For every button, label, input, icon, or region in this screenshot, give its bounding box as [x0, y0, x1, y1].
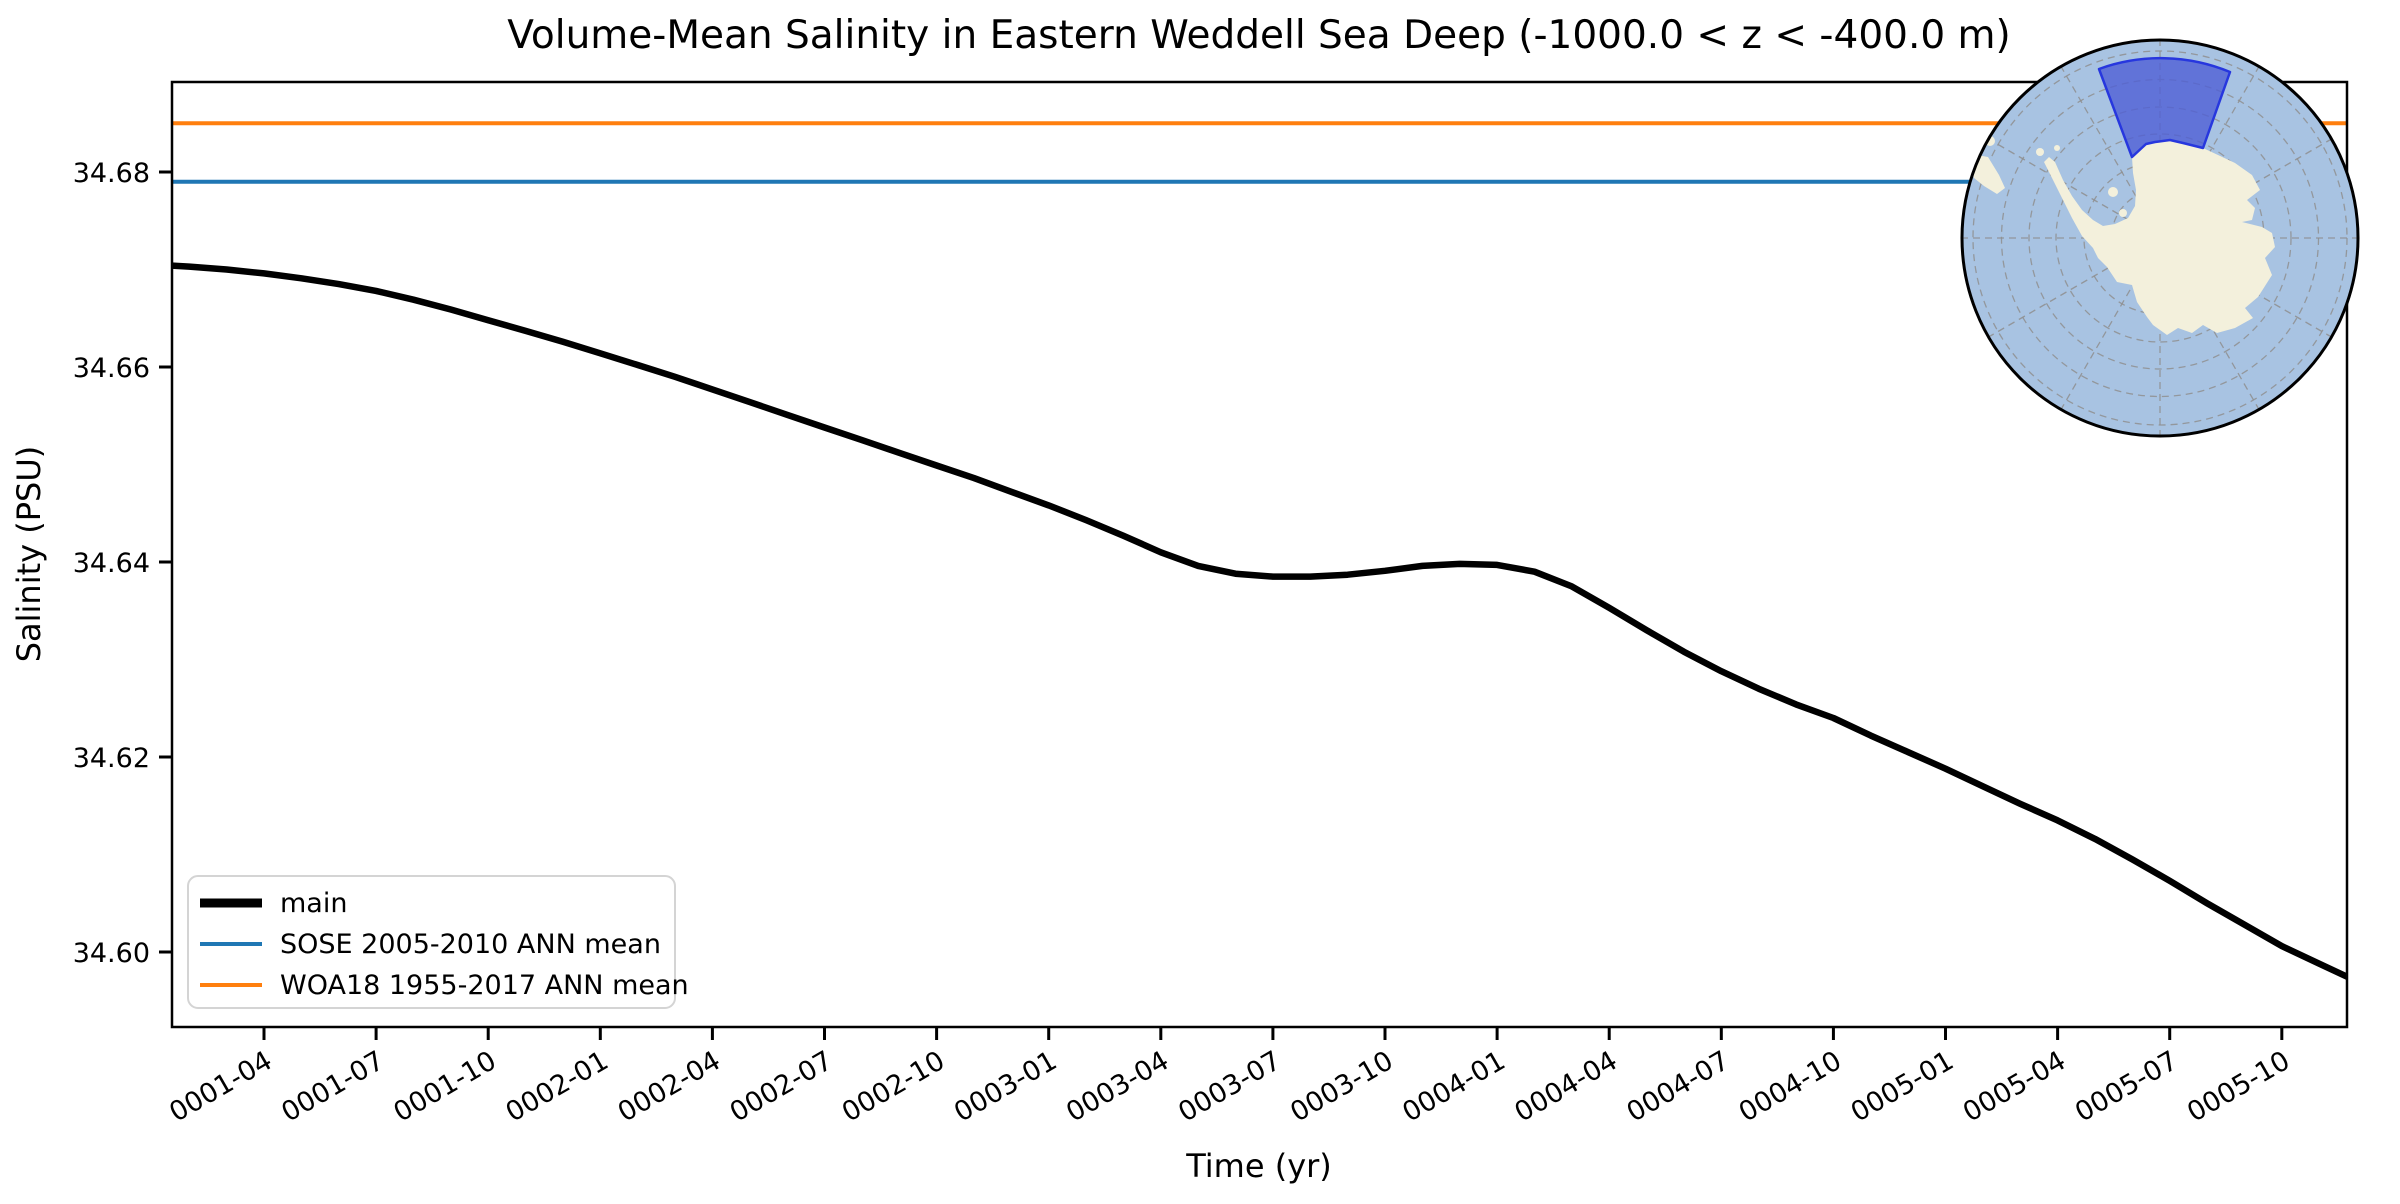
south-america-tip [1970, 155, 2005, 194]
x-tick-label: 0004-07 [1622, 1045, 1735, 1128]
x-tick-label: 0003-04 [1061, 1045, 1174, 1128]
graticule-meridian [2060, 66, 2161, 239]
x-tick-label: 0005-01 [1846, 1045, 1959, 1128]
highlight-region-wedge [2097, 56, 2232, 159]
x-tick-label: 0003-01 [949, 1045, 1062, 1128]
island [2054, 145, 2060, 151]
x-tick-label: 0002-01 [501, 1045, 614, 1128]
chart-title: Volume-Mean Salinity in Eastern Weddell … [507, 13, 2011, 58]
x-tick-label: 0004-04 [1510, 1045, 1623, 1128]
y-axis: 34.60 34.62 34.64 34.66 34.68 [73, 158, 172, 969]
x-axis-title: Time (yr) [1185, 1147, 1332, 1185]
y-tick-label: 34.60 [73, 938, 150, 969]
x-tick-label: 0001-04 [164, 1045, 277, 1128]
y-axis-title: Salinity (PSU) [10, 446, 48, 663]
legend-label-sose: SOSE 2005-2010 ANN mean [280, 929, 661, 960]
x-tick-label: 0005-04 [1958, 1045, 2071, 1128]
legend-label-woa18: WOA18 1955-2017 ANN mean [280, 970, 689, 1001]
x-axis: 0001-040001-070001-100002-010002-040002-… [164, 1027, 2295, 1128]
graticule-meridian [1988, 138, 2161, 239]
graticule-meridian [2060, 237, 2161, 410]
x-tick-label: 0002-10 [837, 1045, 950, 1128]
x-tick-label: 0001-07 [276, 1045, 389, 1128]
x-tick-label: 0002-07 [725, 1045, 838, 1128]
axes-frame [170, 80, 2349, 1029]
island [2108, 187, 2118, 197]
legend-box [187, 875, 676, 1009]
y-tick-label: 34.68 [73, 158, 150, 189]
island [2119, 209, 2127, 217]
y-tick-label: 34.64 [73, 548, 150, 579]
legend-label-main: main [280, 888, 347, 919]
x-tick-label: 0003-10 [1285, 1045, 1398, 1128]
x-tick-label: 0004-01 [1397, 1045, 1510, 1128]
y-tick-label: 34.66 [73, 353, 150, 384]
y-tick-label: 34.62 [73, 743, 150, 774]
island [2036, 148, 2044, 156]
antarctica-landmass [2044, 140, 2275, 335]
x-tick-label: 0005-07 [2070, 1045, 2183, 1128]
legend: main SOSE 2005-2010 ANN mean WOA18 1955-… [187, 875, 689, 1009]
inset-map [1960, 38, 2360, 438]
x-tick-label: 0002-04 [613, 1045, 726, 1128]
x-tick-label: 0003-07 [1173, 1045, 1286, 1128]
graticule-meridian [1988, 237, 2161, 338]
map-outline-circle [1960, 38, 2360, 438]
x-tick-label: 0001-10 [389, 1045, 502, 1128]
x-tick-label: 0005-10 [2182, 1045, 2295, 1128]
main-series-line [172, 262, 2347, 981]
x-tick-label: 0004-10 [1734, 1045, 1847, 1128]
